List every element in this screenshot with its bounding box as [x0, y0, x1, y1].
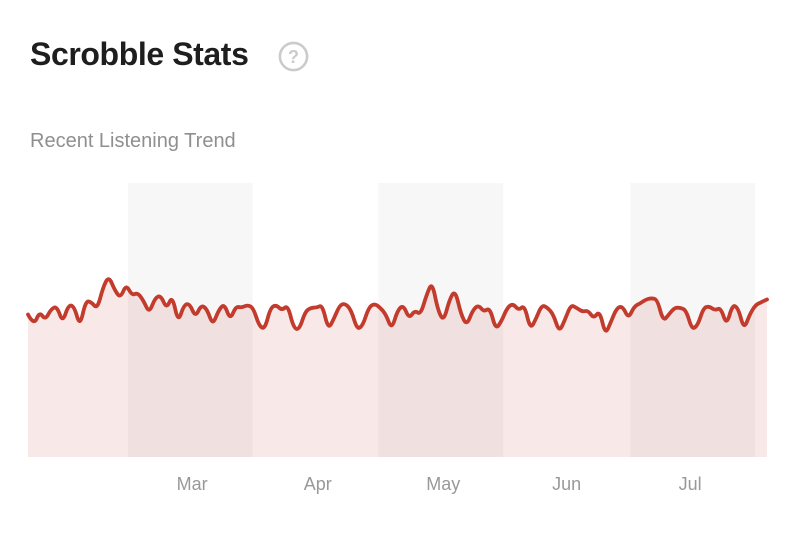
x-axis-label: Jul	[679, 474, 702, 494]
month-band	[127, 183, 253, 457]
month-band	[378, 183, 504, 457]
help-icon-circle	[278, 41, 309, 72]
trend-area	[28, 279, 767, 457]
x-axis-label: Apr	[304, 474, 332, 494]
x-axis-label: Jun	[552, 474, 581, 494]
chart-title: Recent Listening Trend	[30, 130, 236, 152]
page-title: Scrobble Stats	[30, 36, 249, 72]
x-axis-label: May	[426, 474, 460, 494]
help-icon-glyph: ?	[288, 47, 299, 67]
help-icon[interactable]: ?	[278, 41, 309, 72]
month-band	[630, 183, 756, 457]
trend-line	[26, 277, 769, 333]
x-axis-label: Mar	[177, 474, 208, 494]
listening-trend-chart[interactable]: Mar Apr May Jun Jul	[26, 183, 769, 503]
trend-chart-svg: Mar Apr May Jun Jul	[26, 183, 769, 494]
